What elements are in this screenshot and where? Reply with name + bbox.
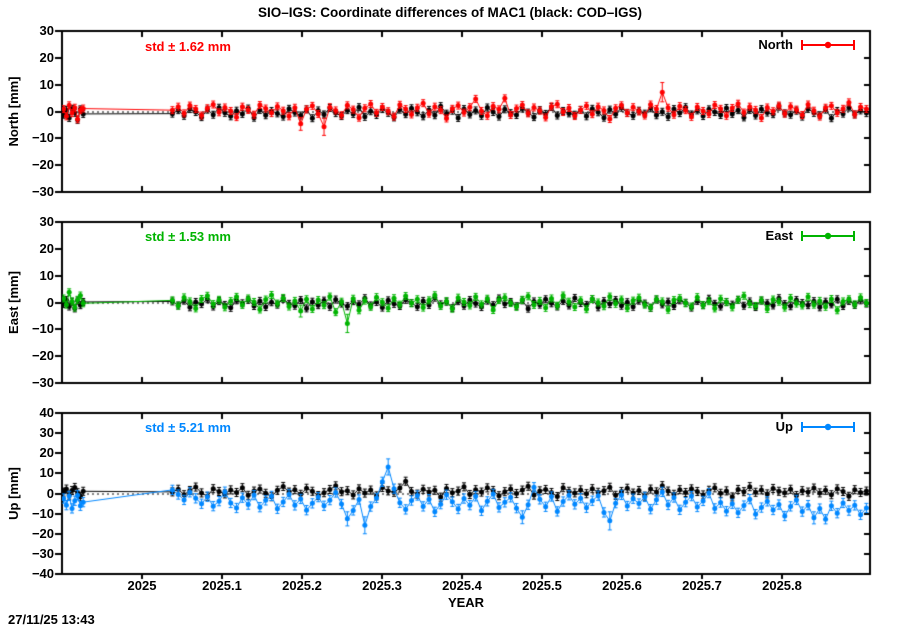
legend-sample-east	[801, 231, 855, 241]
x-tick-label: 2025.6	[602, 578, 642, 593]
std-label-east: std ± 1.53 mm	[145, 229, 231, 244]
y-tick-label: 0	[46, 294, 54, 310]
y-tick-label: −10	[31, 321, 54, 337]
std-label-up: std ± 5.21 mm	[145, 420, 231, 435]
legend-east: East	[766, 229, 856, 243]
x-tick-label: 2025.7	[682, 578, 722, 593]
x-tick-label: 2025.5	[522, 578, 562, 593]
y-tick-label: −30	[31, 545, 54, 561]
legend-sample-north	[801, 40, 855, 50]
y-tick-label: −30	[31, 184, 54, 199]
y-tick-label: 30	[39, 425, 54, 441]
y-tick-label: 10	[39, 76, 54, 92]
plot-title: SIO–IGS: Coordinate differences of MAC1 …	[257, 5, 643, 20]
x-tick-label: 2025	[127, 578, 157, 593]
y-tick-label: 10	[39, 465, 54, 481]
y-tick-label: 20	[39, 49, 54, 65]
y-tick-label: −30	[31, 375, 54, 390]
x-tick-label: 2025.3	[362, 578, 402, 593]
y-tick-label: 0	[46, 485, 54, 501]
y-tick-label: −10	[31, 130, 54, 146]
x-tick-label: 2025.2	[282, 578, 322, 593]
y-tick-label: −40	[31, 566, 54, 581]
y-tick-label: 20	[39, 240, 54, 256]
x-tick-label: 2025.1	[202, 578, 242, 593]
legend-north-label: North	[758, 37, 793, 52]
y-tick-label: 10	[39, 267, 54, 283]
y-tick-label: −20	[31, 157, 54, 173]
y-tick-label: 0	[46, 103, 54, 119]
y-tick-label: 40	[39, 405, 54, 420]
y-tick-label: 30	[39, 214, 54, 229]
legend-east-label: East	[765, 228, 793, 243]
y-tick-label: 20	[39, 445, 54, 461]
x-tick-label: 2025.8	[762, 578, 802, 593]
legend-up: Up	[776, 420, 856, 434]
legend-sample-up	[801, 422, 855, 432]
x-axis-title: YEAR	[447, 595, 485, 610]
legend-up-label: Up	[775, 419, 793, 434]
timestamp: 27/11/25 13:43	[8, 612, 95, 627]
y-tick-label: −20	[31, 348, 54, 364]
legend-north: North	[758, 38, 856, 52]
x-tick-label: 2025.4	[442, 578, 482, 593]
y-tick-label: 30	[39, 23, 54, 38]
std-label-north: std ± 1.62 mm	[145, 39, 231, 54]
y-tick-label: −10	[31, 505, 54, 521]
y-tick-label: −20	[31, 525, 54, 541]
